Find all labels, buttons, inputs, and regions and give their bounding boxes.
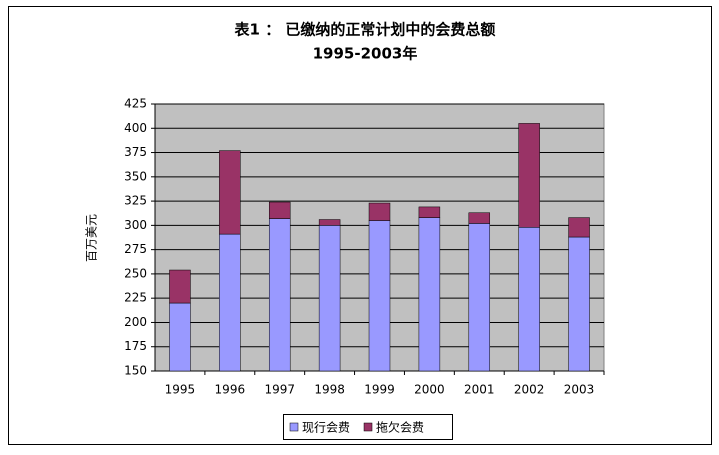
x-tick-label: 1999: [364, 383, 395, 397]
bar-segment: [219, 150, 241, 235]
y-tick-label: 225: [124, 291, 147, 305]
x-tick-label: 1998: [314, 383, 345, 397]
x-tick-label: 1995: [165, 383, 196, 397]
bar-segment: [518, 227, 540, 372]
bar-segment: [169, 269, 191, 304]
bar-segment: [368, 220, 391, 372]
x-tick-label: 2001: [464, 383, 495, 397]
y-tick-label: 375: [124, 145, 147, 159]
bar-segment: [219, 233, 241, 372]
y-tick-label: 300: [124, 218, 147, 232]
y-axis-label: 百万美元: [85, 214, 99, 262]
y-tick-label: 250: [124, 266, 147, 280]
chart-subtitle: 1995-2003年: [313, 45, 418, 63]
bar-segment: [268, 218, 291, 372]
chart-title: 表1 ： 已缴纳的正常计划中的会费总额: [235, 21, 496, 39]
legend-label: 现行会费: [302, 421, 350, 435]
y-tick-label: 275: [124, 242, 147, 256]
bar-segment: [318, 225, 341, 372]
y-tick-label: 425: [124, 97, 147, 111]
bar-segment: [268, 201, 291, 219]
y-tick-label: 150: [124, 364, 147, 378]
legend-swatch: [289, 422, 299, 432]
y-tick-label: 200: [124, 315, 147, 329]
x-tick-label: 1996: [215, 383, 246, 397]
y-tick-label: 350: [124, 169, 147, 183]
x-tick-label: 2000: [414, 383, 445, 397]
bar-segment: [518, 123, 540, 228]
legend-swatch: [363, 422, 373, 432]
bar-segment: [368, 202, 391, 221]
x-tick-label: 2002: [514, 383, 545, 397]
x-tick-label: 1997: [264, 383, 295, 397]
bar-segment: [468, 223, 491, 372]
y-tick-label: 400: [124, 121, 147, 135]
bar-segment: [418, 217, 441, 372]
y-tick-label: 325: [124, 194, 147, 208]
bar-segment: [169, 302, 191, 372]
bar-segment: [318, 219, 341, 226]
bar-segment: [568, 217, 590, 238]
bar-segment: [418, 206, 441, 218]
bar-segment: [568, 236, 590, 372]
legend-label: 拖欠会费: [376, 420, 424, 435]
x-tick-label: 2003: [564, 383, 595, 397]
y-tick-label: 175: [124, 339, 147, 353]
bar-segment: [468, 212, 491, 224]
